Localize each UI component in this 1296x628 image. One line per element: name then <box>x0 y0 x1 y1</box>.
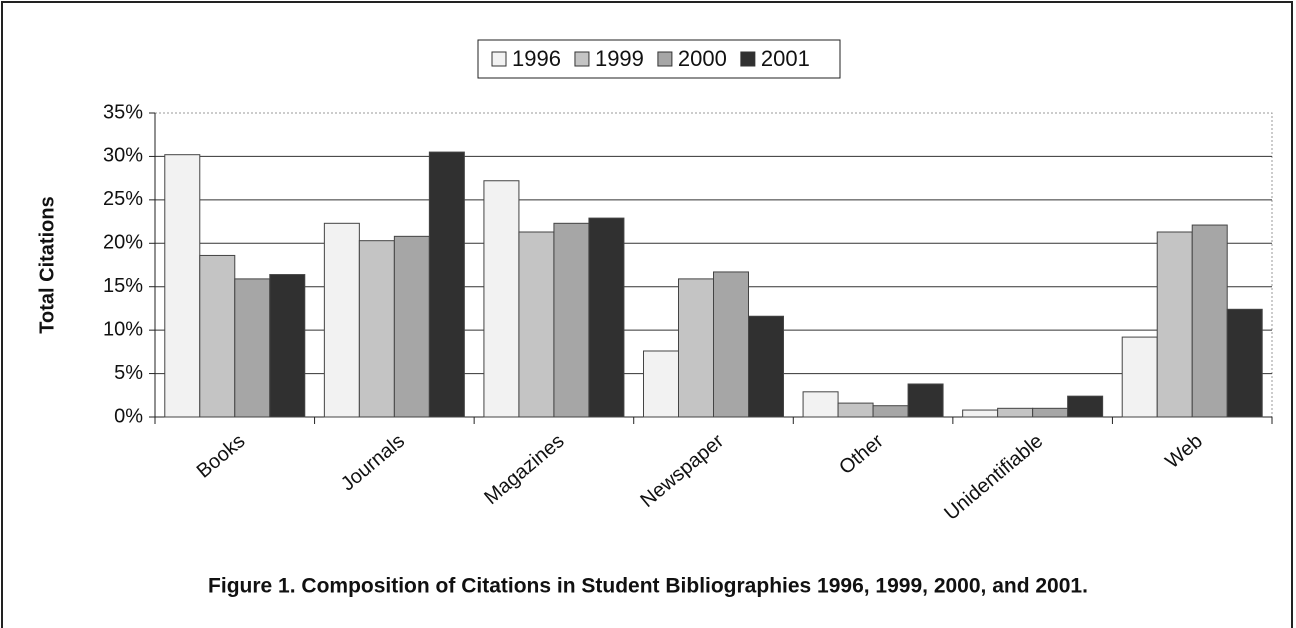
bar <box>553 222 590 418</box>
y-tick-label: 35% <box>103 101 143 123</box>
bar <box>1067 395 1104 418</box>
bar <box>428 151 465 418</box>
legend-label: 1999 <box>595 46 644 71</box>
bar <box>837 402 874 418</box>
y-tick-label: 20% <box>103 232 143 254</box>
y-axis-label: Total Citations <box>36 196 58 333</box>
legend-label: 2000 <box>678 46 727 71</box>
legend-swatch <box>657 51 673 67</box>
y-tick-label: 10% <box>103 318 143 340</box>
y-tick-label: 25% <box>103 188 143 210</box>
legend-swatch <box>740 51 756 67</box>
y-tick-label: 5% <box>114 362 143 384</box>
bar <box>872 405 909 418</box>
x-tick-label: Unidentifiable <box>940 430 1047 525</box>
bar <box>199 254 236 418</box>
x-tick-label: Journals <box>337 430 409 495</box>
bar <box>323 222 360 418</box>
bar <box>907 383 944 418</box>
bar <box>234 278 271 418</box>
x-tick-label: Web <box>1161 430 1206 473</box>
bar <box>962 409 999 418</box>
bar <box>164 154 201 418</box>
x-tick-label: Other <box>835 430 888 479</box>
bar <box>1032 407 1069 418</box>
bar <box>643 350 679 418</box>
legend-swatch <box>491 51 507 67</box>
legend-label: 2001 <box>761 46 810 71</box>
bar <box>748 315 784 418</box>
x-tick-label: Newspaper <box>636 430 728 512</box>
x-tick-label: Books <box>193 430 250 483</box>
bar <box>588 217 625 418</box>
bar <box>358 240 395 418</box>
bar <box>1121 336 1158 418</box>
caption: Figure 1. Composition of Citations in St… <box>208 575 1088 598</box>
legend-label: 1996 <box>512 46 561 71</box>
bar <box>483 180 520 418</box>
bar <box>269 274 306 418</box>
legend-swatch <box>574 51 590 67</box>
x-tick-label: Magazines <box>480 430 568 509</box>
bar <box>1156 231 1193 418</box>
bar <box>802 391 839 418</box>
y-tick-label: 15% <box>103 275 143 297</box>
bar <box>997 407 1034 418</box>
bar <box>518 231 555 418</box>
y-tick-label: 30% <box>103 145 143 167</box>
bar <box>713 271 749 418</box>
bar <box>393 235 430 418</box>
bar <box>1226 308 1263 418</box>
bar <box>1191 224 1228 418</box>
bar <box>678 278 714 418</box>
y-tick-label: 0% <box>114 405 143 427</box>
